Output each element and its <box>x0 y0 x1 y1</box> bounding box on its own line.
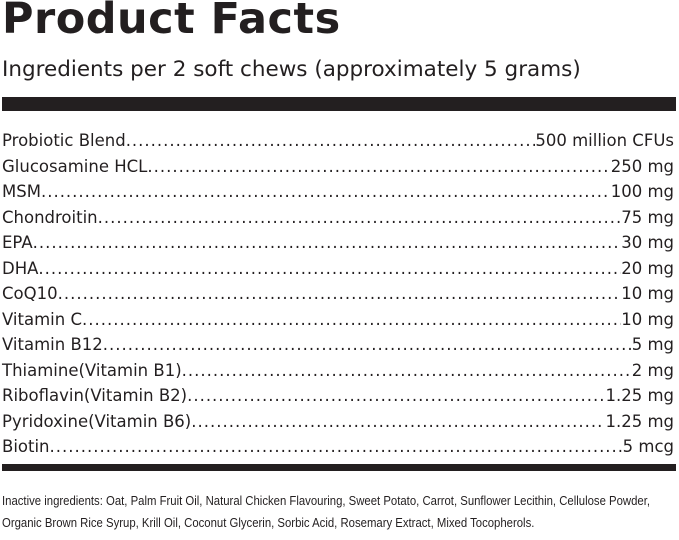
ingredient-name: Biotin <box>2 437 50 456</box>
divider-thin <box>2 464 676 471</box>
ingredient-row: Vitamin B12 5 mg <box>2 332 674 358</box>
dot-leader <box>33 230 622 256</box>
page-title: Product Facts <box>2 0 341 44</box>
ingredient-amount: 500 million CFUs <box>535 131 674 150</box>
ingredient-amount: 5 mcg <box>622 437 674 456</box>
ingredient-row: CoQ10 10 mg <box>2 281 674 307</box>
ingredient-amount: 5 mg <box>631 335 674 354</box>
dot-leader <box>191 409 605 435</box>
ingredient-row: Vitamin C 10 mg <box>2 307 674 333</box>
ingredient-name: Pyridoxine(Vitamin B6) <box>2 411 192 431</box>
ingredient-amount: 10 mg <box>621 309 674 329</box>
ingredient-amount: 30 mg <box>621 233 674 252</box>
divider-thick <box>2 97 676 111</box>
ingredient-name: Probiotic Blend <box>2 131 126 150</box>
ingredient-name: DHA <box>2 258 39 278</box>
ingredient-row: Thiamine(Vitamin B1) 2 mg <box>2 358 674 384</box>
serving-subtitle: Ingredients per 2 soft chews (approximat… <box>2 57 581 82</box>
ingredient-name: Vitamin B12 <box>2 335 103 354</box>
ingredient-name: CoQ10 <box>2 284 58 303</box>
dot-leader <box>182 358 632 384</box>
ingredient-amount: 10 mg <box>621 284 674 303</box>
dot-leader <box>38 256 621 282</box>
dot-leader <box>41 179 611 205</box>
ingredient-row: Riboflavin(Vitamin B2) 1.25 mg <box>2 383 674 409</box>
ingredient-name: EPA <box>2 233 33 252</box>
ingredient-name: Chondroitin <box>2 207 98 227</box>
ingredient-amount: 1.25 mg <box>605 411 674 431</box>
ingredient-row: Probiotic Blend 500 million CFUs <box>2 128 674 154</box>
ingredient-row: MSM 100 mg <box>2 179 674 205</box>
dot-leader <box>103 332 632 358</box>
ingredient-list: Probiotic Blend 500 million CFUs Glucosami… <box>2 128 674 460</box>
ingredient-name: Vitamin C <box>2 309 82 329</box>
ingredient-amount: 250 mg <box>610 156 674 176</box>
ingredient-row: Chondroitin 75 mg <box>2 205 674 231</box>
ingredient-row: EPA 30 mg <box>2 230 674 256</box>
dot-leader <box>58 281 622 307</box>
ingredient-row: DHA 20 mg <box>2 256 674 282</box>
ingredient-amount: 1.25 mg <box>605 386 674 405</box>
dot-leader <box>147 154 610 180</box>
dot-leader <box>98 205 622 231</box>
ingredient-row: Glucosamine HCL 250 mg <box>2 154 674 180</box>
ingredient-name: Thiamine(Vitamin B1) <box>2 360 182 380</box>
ingredient-amount: 20 mg <box>621 258 674 278</box>
ingredient-name: Riboflavin(Vitamin B2) <box>2 386 188 405</box>
ingredient-row: Biotin 5 mcg <box>2 434 674 460</box>
inactive-ingredients: Inactive ingredients: Oat, Palm Fruit Oi… <box>2 493 651 530</box>
dot-leader <box>126 128 536 154</box>
ingredient-amount: 2 mg <box>631 360 674 380</box>
ingredient-amount: 100 mg <box>610 182 674 201</box>
ingredient-amount: 75 mg <box>621 207 674 227</box>
ingredient-name: Glucosamine HCL <box>2 156 148 176</box>
dot-leader <box>50 434 623 460</box>
ingredient-row: Pyridoxine(Vitamin B6) 1.25 mg <box>2 409 674 435</box>
dot-leader <box>187 383 605 409</box>
dot-leader <box>82 307 621 333</box>
ingredient-name: MSM <box>2 182 41 201</box>
